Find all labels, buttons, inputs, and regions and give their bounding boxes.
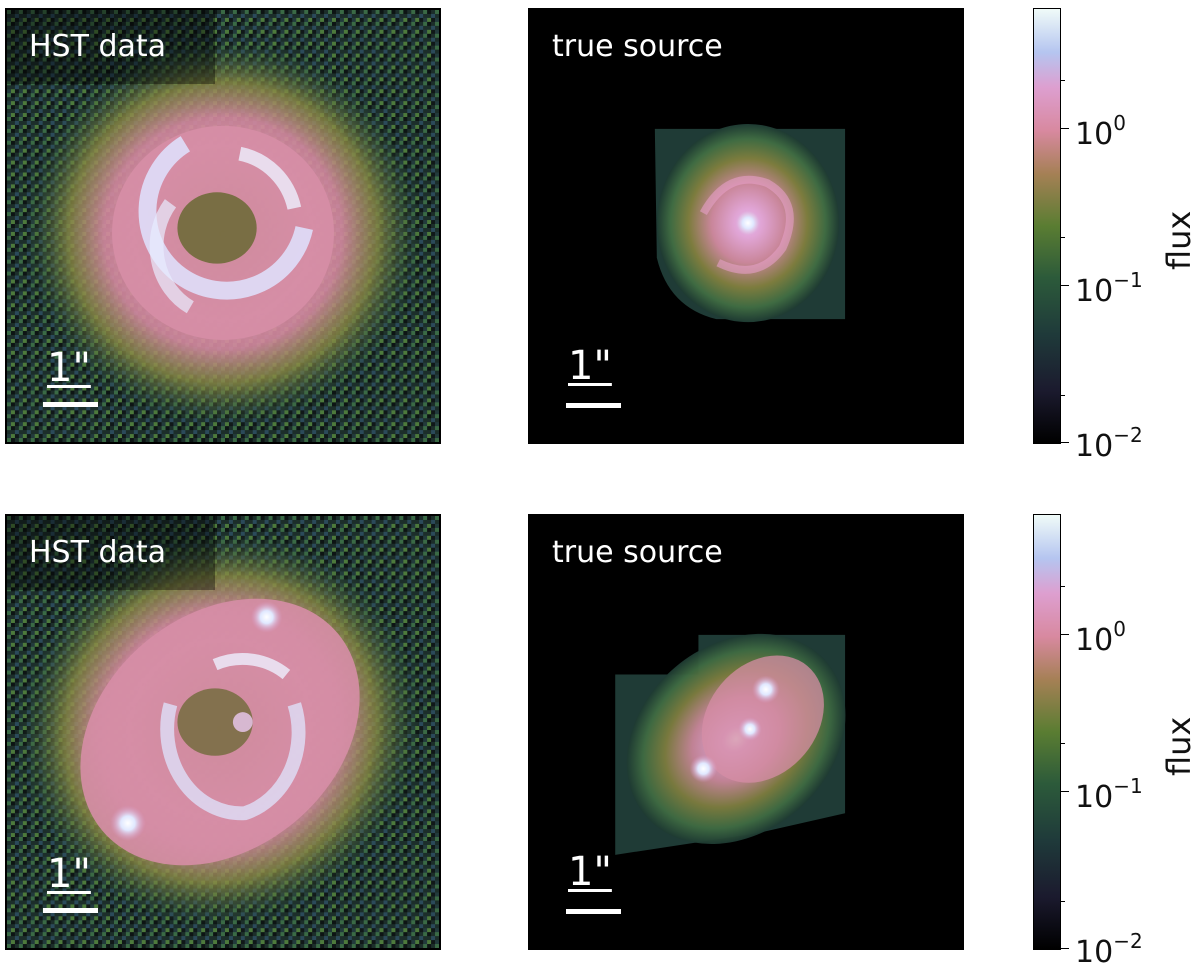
scale-label: 1" (47, 345, 91, 391)
true-source-panel-1: true source 1" (528, 8, 964, 444)
colorbar-minor-tick (1061, 743, 1065, 744)
colorbar-minor-tick (1061, 80, 1065, 81)
scale-bar (43, 402, 98, 407)
colorbar-tick-label: 10−1 (1075, 268, 1143, 309)
panel-label: true source (552, 29, 723, 64)
colorbar-tick (1061, 128, 1069, 129)
colorbar-gradient (1034, 9, 1060, 443)
panel-label: HST data (29, 29, 167, 64)
colorbar-tick-label: 100 (1075, 111, 1126, 152)
lensed-ring-image (7, 516, 439, 948)
scale-label: 1" (568, 849, 612, 895)
panel-label: true source (552, 535, 723, 570)
colorbar-tick (1061, 285, 1069, 286)
colorbar-tick (1061, 791, 1069, 792)
scale-bar (566, 403, 621, 408)
colorbar-tick (1061, 442, 1069, 443)
colorbar-tick-label: 10−1 (1075, 774, 1143, 815)
colorbar-tick-label: 10−2 (1075, 423, 1143, 464)
scale-label: 1" (47, 851, 91, 897)
scale-label: 1" (568, 343, 612, 389)
label-background (7, 10, 215, 84)
hst-data-panel-1: HST data 1" (5, 8, 441, 444)
scale-bar (566, 909, 621, 914)
colorbar-minor-tick (1061, 237, 1065, 238)
colorbar-tick (1061, 634, 1069, 635)
colorbar-tick-label: 100 (1075, 617, 1126, 658)
colorbar-1 (1033, 8, 1061, 444)
lensed-ring-image (7, 10, 439, 442)
colorbar-label: flux (1160, 716, 1198, 776)
colorbar-minor-tick (1061, 395, 1065, 396)
colorbar-label: flux (1160, 210, 1198, 270)
hst-data-panel-2: HST data 1" (5, 514, 441, 950)
colorbar-minor-tick (1061, 901, 1065, 902)
colorbar-minor-tick (1061, 586, 1065, 587)
colorbar-2 (1033, 514, 1061, 950)
colorbar-tick-label: 10−2 (1075, 929, 1143, 970)
source-galaxy-image (530, 516, 962, 948)
true-source-panel-2: true source 1" (528, 514, 964, 950)
colorbar-gradient (1034, 515, 1060, 949)
panel-label: HST data (29, 535, 167, 570)
scale-bar (43, 908, 98, 913)
source-galaxy-image (530, 10, 962, 442)
colorbar-tick (1061, 948, 1069, 949)
label-background (7, 516, 215, 590)
